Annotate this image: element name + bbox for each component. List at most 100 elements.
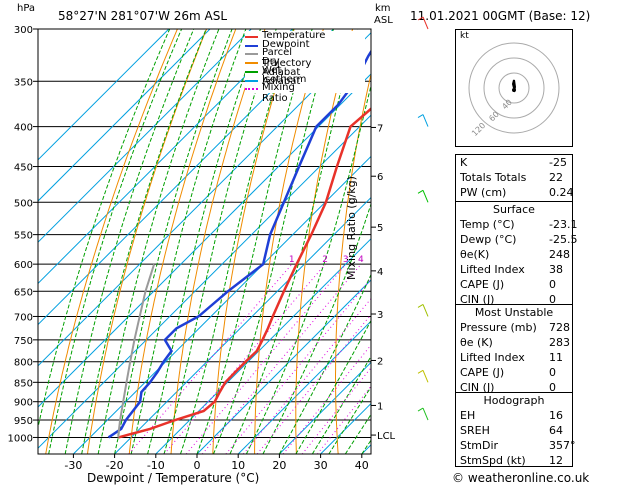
wind-barb: [422, 304, 429, 317]
most-unstable-row-label: CAPE (J): [460, 366, 505, 379]
surface-row-label: Lifted Index: [460, 263, 525, 276]
datetime-label: 11.01.2021 00GMT (Base: 12): [410, 9, 591, 23]
mixing-ratio-label-10: 10: [409, 255, 421, 265]
legend-swatch: [245, 53, 258, 56]
wet-adiabat: [130, 29, 247, 454]
km-label-7: 7: [377, 123, 383, 134]
dry-adiabat: [613, 29, 629, 454]
wet-adiabat: [64, 29, 195, 454]
most-unstable-row-value: 0: [549, 366, 556, 379]
wind-barb-flag: [417, 16, 424, 21]
wind-barb-flag: [417, 304, 424, 308]
km-label-1: 1: [377, 401, 383, 412]
most-unstable-row-value: 11: [549, 351, 563, 364]
series-temperature: [118, 107, 371, 439]
plot-frame: [37, 28, 372, 455]
wet-adiabat: [245, 83, 371, 454]
mixing-ratio-line-10: [256, 313, 371, 454]
surface-row-value: 0: [549, 278, 556, 291]
unit-hpa: hPa: [17, 3, 36, 14]
wet-adiabat: [180, 29, 294, 454]
dry-adiabat: [170, 29, 266, 454]
pressure-tick-950: 950: [14, 416, 33, 427]
legend-label: Mixing Ratio: [262, 82, 295, 105]
surface-row-value: 0: [549, 293, 556, 306]
km-label-4: 4: [377, 267, 383, 278]
wet-adiabat: [311, 355, 371, 454]
isotherm--20: [114, 196, 371, 454]
dry-adiabat: [411, 29, 440, 454]
wind-barb-flag: [417, 114, 424, 119]
pressure-tick-700: 700: [14, 312, 33, 323]
surface-row-label: CAPE (J): [460, 278, 505, 291]
surface-row-label: θe(K): [460, 248, 490, 261]
location-label: 58°27'N 281°07'W 26m ASL: [58, 9, 228, 23]
series-dewpoint: [107, 49, 371, 439]
index-label-k: K: [460, 156, 468, 169]
hodograph-table-title: Hodograph: [483, 394, 545, 407]
wet-adiabat: [295, 319, 371, 454]
index-value-pw: 0.24: [549, 186, 574, 199]
temperature-tick-40: 40: [355, 459, 369, 472]
indices-panel: K -25 Totals Totals 22 PW (cm) 0.24: [455, 154, 574, 202]
hodograph-row-label: EH: [460, 409, 476, 422]
most-unstable-title: Most Unstable: [474, 306, 554, 319]
most-unstable-row-value: 728: [549, 321, 570, 334]
surface-row-value: -25.5: [549, 233, 578, 246]
surface-row-label: Dewp (°C): [460, 233, 517, 246]
km-label-6: 6: [377, 172, 383, 183]
index-value-tt: 22: [549, 171, 563, 184]
most-unstable-panel: Most Unstable Pressure (mb) 728 θe (K) 283 L…: [455, 304, 573, 394]
temperature-tick-10: 10: [231, 459, 245, 472]
isotherm--30: [73, 155, 371, 454]
dry-adiabat: [45, 29, 178, 454]
wet-adiabat: [147, 29, 261, 454]
pressure-tick-350: 350: [14, 77, 33, 88]
wind-barb-flag: [417, 407, 424, 412]
hodograph-unit: kt: [460, 31, 469, 41]
dry-adiabat: [87, 29, 208, 454]
surface-title: Surface: [493, 203, 535, 216]
pressure-tick-800: 800: [14, 358, 33, 369]
mixing-ratio-line-6: [225, 278, 371, 454]
isotherm-20: [279, 361, 371, 454]
km-label-5: 5: [377, 223, 383, 234]
temperature-tick-0: 0: [194, 459, 201, 472]
mixing-ratio-label-8: 8: [397, 255, 403, 265]
mixing-ratio-line-1: [128, 263, 293, 454]
isotherm--10: [155, 238, 371, 454]
wet-adiabat: [278, 273, 371, 454]
most-unstable-row-label: Pressure (mb): [460, 321, 537, 334]
isotherm--60: [38, 32, 371, 367]
temperature-tick--10: -10: [147, 459, 165, 472]
index-label-tt: Totals Totals: [460, 171, 527, 184]
wet-adiabat: [328, 385, 371, 454]
wet-adiabat: [196, 29, 313, 454]
most-unstable-row-label: Lifted Index: [460, 351, 525, 364]
legend-swatch: [245, 44, 258, 47]
isotherm--80: [38, 29, 293, 285]
hodograph-panel: kt 40 60 120: [455, 29, 573, 147]
x-axis-label: Dewpoint / Temperature (°C): [87, 471, 260, 485]
surface-row-value: 38: [549, 263, 563, 276]
pressure-tick-1000: 1000: [8, 433, 33, 444]
mixing-ratio-label-2: 2: [322, 255, 328, 265]
legend-swatch: [245, 79, 258, 82]
wind-barb-flag: [417, 189, 424, 194]
legend-swatch: [245, 62, 258, 65]
wet-adiabat: [97, 29, 220, 454]
dry-adiabat: [582, 29, 629, 454]
pressure-tick-850: 850: [14, 378, 33, 389]
index-label-pw: PW (cm): [460, 186, 507, 199]
wet-adiabat: [38, 29, 171, 430]
mixing-ratio-line-3: [185, 263, 347, 454]
mixing-ratio-line-4: [201, 263, 362, 454]
isotherm-10: [237, 320, 371, 454]
surface-row-label: Temp (°C): [460, 218, 515, 231]
credit: © weatheronline.co.uk: [452, 471, 590, 485]
dry-adiabat: [128, 29, 237, 454]
mixing-ratio-line-25: [317, 385, 371, 454]
surface-row-value: -23.1: [549, 218, 578, 231]
wind-barb-flag: [417, 369, 424, 374]
hodograph-row-label: SREH: [460, 424, 490, 437]
